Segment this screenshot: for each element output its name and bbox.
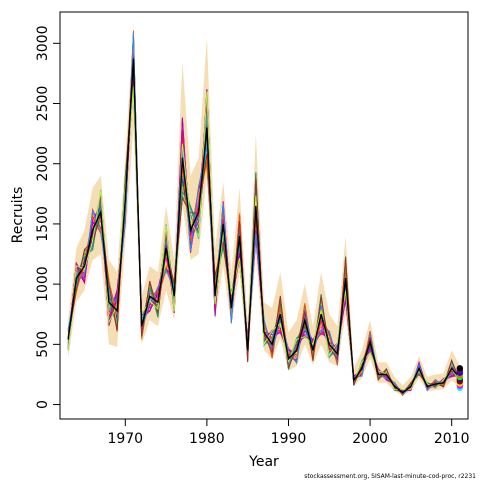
x-axis: 1970 1980 1990 2000 2010 xyxy=(107,418,470,447)
y-tick-label: 0 xyxy=(35,400,51,409)
x-tick-label: 2010 xyxy=(434,431,470,447)
main-series-line xyxy=(67,58,461,394)
y-tick-label: 2000 xyxy=(35,146,51,182)
y-tick-label: 1000 xyxy=(35,266,51,302)
y-tick-label: 2500 xyxy=(35,86,51,122)
x-axis-title: Year xyxy=(248,454,279,470)
end-points xyxy=(456,365,464,392)
x-tick-label: 2000 xyxy=(352,431,388,447)
x-tick-label: 1980 xyxy=(189,431,225,447)
x-tick-label: 1970 xyxy=(107,431,143,447)
end-point xyxy=(456,365,464,372)
y-tick-label: 500 xyxy=(35,331,51,358)
footer-credit: stockassessment.org, SISAM-last-minute-c… xyxy=(304,473,476,480)
x-tick-label: 1990 xyxy=(271,431,307,447)
y-tick-label: 1500 xyxy=(35,206,51,242)
y-axis-title: Recruits xyxy=(10,187,26,244)
main-series xyxy=(67,58,461,394)
sample-line xyxy=(67,32,460,396)
y-axis: 0 500 1000 1500 2000 2500 3000 xyxy=(35,25,61,409)
sample-line xyxy=(67,57,461,395)
sample-line xyxy=(67,86,461,391)
y-tick-label: 3000 xyxy=(35,25,51,61)
